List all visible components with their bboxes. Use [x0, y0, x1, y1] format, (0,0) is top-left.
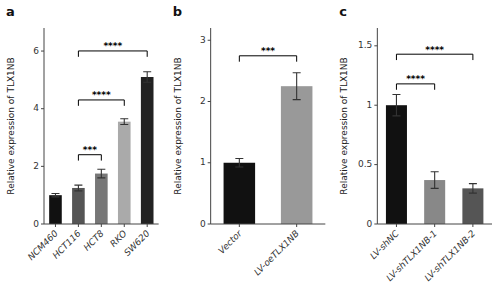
bar: [141, 77, 154, 224]
y-tick-label: 2: [33, 161, 39, 171]
error-bar: [143, 72, 151, 82]
significance-label: ****: [103, 41, 122, 51]
error-bar: [51, 193, 59, 196]
y-tick: [208, 101, 211, 102]
x-tick: [239, 224, 240, 227]
significance-label: ***: [83, 145, 97, 155]
y-tick-label: 6: [33, 46, 39, 56]
bar: [386, 105, 407, 224]
panel-label: a: [6, 4, 15, 19]
error-bar: [120, 119, 128, 125]
y-tick: [41, 166, 44, 167]
y-axis-label: Relative expression of TLX1NB: [339, 57, 349, 194]
error-bar: [235, 158, 243, 167]
bar: [281, 86, 313, 224]
plot-area: [224, 73, 313, 224]
x-tick: [55, 224, 56, 227]
error-bar: [431, 172, 439, 189]
error-bar: [74, 185, 82, 191]
y-tick: [374, 224, 377, 225]
y-tick: [208, 224, 211, 225]
bar: [224, 163, 256, 224]
y-tick: [374, 164, 377, 165]
x-tick-label: LV-shTLX1NB-2: [423, 228, 478, 283]
y-tick: [374, 105, 377, 106]
x-tick: [78, 224, 79, 227]
x-tick: [147, 224, 148, 227]
plot-area: [386, 95, 483, 224]
y-axis: [210, 28, 211, 224]
x-tick-label: Vector: [216, 227, 244, 255]
panel: 00.511.5LV-shNCLV-shTLX1NB-1LV-shTLX1NB-…: [339, 4, 492, 283]
error-bar: [97, 169, 105, 178]
y-axis-label: Relative expression of TLX1NB: [173, 57, 183, 194]
significance-label: ****: [425, 45, 444, 55]
error-bar: [469, 184, 477, 194]
x-tick: [296, 224, 297, 227]
y-tick: [208, 162, 211, 163]
significance-bracket: [396, 54, 472, 60]
x-tick: [396, 224, 397, 227]
bar: [49, 195, 62, 224]
x-tick-label: HCT116: [50, 228, 83, 261]
y-tick-label: 3: [200, 35, 206, 45]
y-tick-label: 0: [200, 219, 206, 229]
y-tick-label: 0: [33, 219, 39, 229]
y-tick-label: 1: [200, 157, 206, 167]
x-tick: [434, 224, 435, 227]
y-tick: [41, 224, 44, 225]
panel-label: c: [339, 4, 347, 19]
y-tick-label: 0: [367, 219, 373, 229]
bar: [118, 122, 131, 224]
x-axis: [211, 224, 326, 225]
y-tick-label: 1: [367, 100, 373, 110]
significance-label: ****: [406, 74, 425, 84]
bar: [95, 174, 108, 224]
x-tick-label: LV-oeTLX1NB: [252, 228, 301, 277]
significance-bracket: [78, 155, 101, 161]
y-tick-label: 2: [200, 96, 206, 106]
x-tick: [124, 224, 125, 227]
x-tick-label: LV-shNC: [368, 228, 401, 261]
panel-label: b: [173, 4, 182, 19]
y-tick: [374, 45, 377, 46]
y-tick: [41, 108, 44, 109]
bar: [72, 188, 85, 224]
significance-bracket: [78, 51, 147, 57]
y-tick: [208, 40, 211, 41]
significance-bracket: [239, 56, 296, 62]
y-axis-label: Relative expression of TLX1NB: [6, 57, 16, 194]
significance-label: ***: [261, 46, 275, 56]
panel: 0246NCM460HCT116HCT8RKOSW620Relative exp…: [6, 4, 159, 262]
error-bar: [293, 73, 301, 100]
y-axis: [44, 28, 45, 224]
significance-label: ****: [92, 90, 111, 100]
y-tick-label: 1.5: [358, 40, 372, 50]
x-tick: [472, 224, 473, 227]
x-tick-label: HCT8: [82, 228, 106, 252]
y-axis: [377, 28, 378, 224]
x-tick-label: SW620: [122, 228, 152, 258]
y-tick: [41, 51, 44, 52]
figure: 0246NCM460HCT116HCT8RKOSW620Relative exp…: [0, 0, 500, 298]
plot-area: [49, 72, 153, 224]
error-bar: [392, 95, 400, 116]
panel: 0 1 2 3 Vector LV-oeTLX1NB Relative expression…: [173, 4, 326, 277]
significance-bracket: [396, 84, 434, 90]
bar: [462, 188, 483, 224]
significance-bracket: [78, 100, 124, 106]
y-tick-label: 4: [33, 103, 39, 113]
y-tick-label: 0.5: [358, 159, 372, 169]
x-tick: [101, 224, 102, 227]
x-tick-label: RKO: [108, 228, 129, 249]
